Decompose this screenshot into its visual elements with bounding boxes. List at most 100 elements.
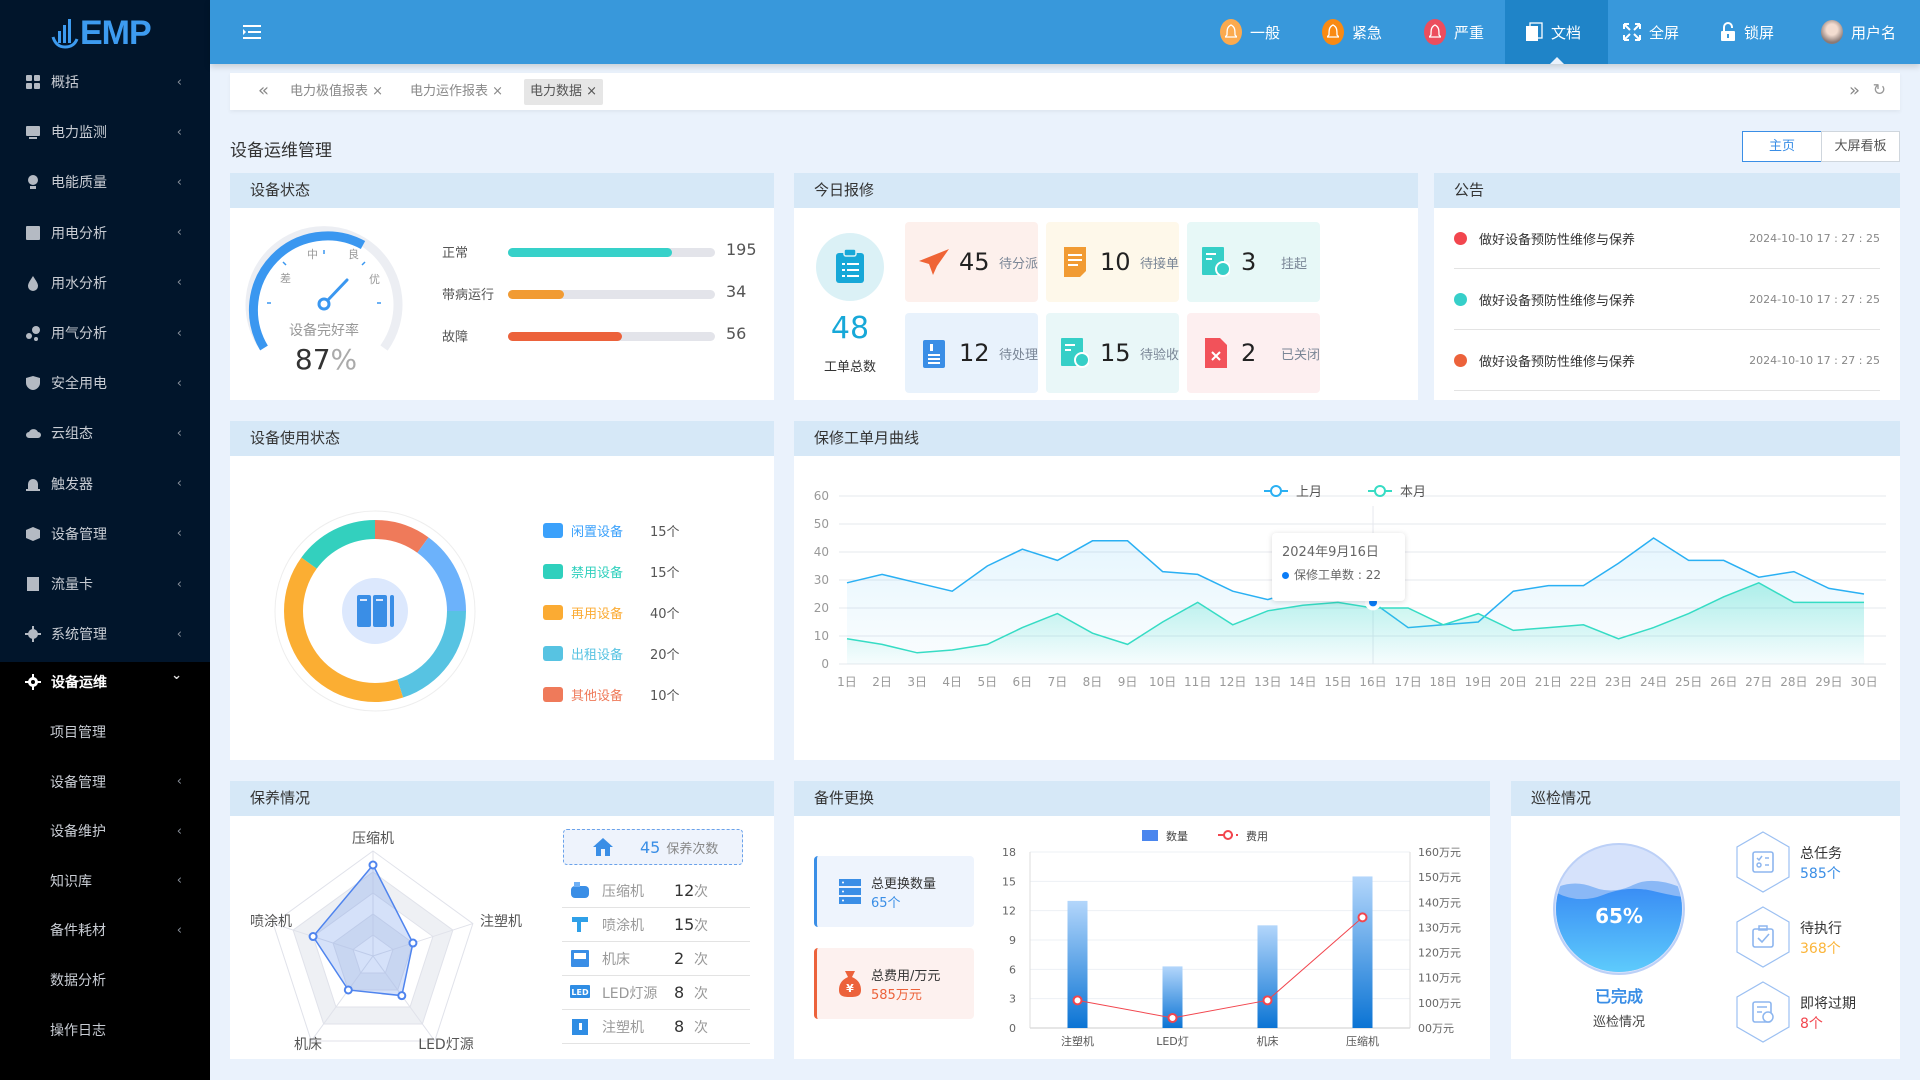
total-cost-value: 585万元 bbox=[871, 987, 922, 1003]
alert-general-button[interactable]: 一般 bbox=[1220, 0, 1280, 64]
scroll-left-icon[interactable]: « bbox=[258, 80, 270, 101]
sidebar-subitem[interactable]: 操作日志 bbox=[0, 1010, 210, 1050]
bar bbox=[1162, 966, 1183, 1028]
repair-status-label: 挂起 bbox=[1281, 256, 1308, 272]
equipment-name: LED灯源 bbox=[602, 985, 658, 1002]
legend-item[interactable]: 再用设备 40个 bbox=[543, 603, 680, 622]
sidebar-subitem[interactable]: 项目管理 bbox=[0, 712, 210, 752]
notice-item[interactable]: 做好设备预防性维修与保养 2024-10-10 17 : 27 : 25 bbox=[1454, 269, 1880, 330]
patrol-stat: 待执行 368个 bbox=[1800, 918, 1842, 958]
gauge-label-poor: 差 bbox=[280, 271, 291, 285]
notice-panel: 公告 做好设备预防性维修与保养 2024-10-10 17 : 27 : 25 做好… bbox=[1434, 173, 1900, 400]
x-tick-label: 27日 bbox=[1745, 675, 1772, 689]
home-view-button[interactable]: 主页 bbox=[1742, 131, 1822, 162]
repair-status-card[interactable]: 10 待接单 bbox=[1046, 222, 1179, 302]
sidebar-item[interactable]: 用气分析 ‹ bbox=[0, 313, 210, 353]
documents-icon bbox=[1526, 22, 1543, 41]
status-value: 56 bbox=[726, 324, 747, 343]
y2-tick-label: 120万元 bbox=[1418, 947, 1461, 960]
completion-liquid-gauge: 65% bbox=[1553, 843, 1685, 975]
bigscreen-view-button[interactable]: 大屏看板 bbox=[1821, 131, 1900, 162]
maintenance-count: 12 bbox=[674, 881, 695, 900]
donut-slice bbox=[397, 611, 466, 698]
sidebar-item[interactable]: 电力监测 ‹ bbox=[0, 112, 210, 152]
sidebar-item[interactable]: 设备管理 ‹ bbox=[0, 514, 210, 554]
menu-toggle-button[interactable] bbox=[243, 0, 267, 64]
alert-urgent-button[interactable]: 紧急 bbox=[1322, 0, 1382, 64]
logo-chart-icon bbox=[51, 19, 79, 49]
sidebar-item-active[interactable]: 设备运维 ⌄ bbox=[0, 662, 210, 702]
tab-item[interactable]: 电力数据 × bbox=[524, 79, 604, 105]
maintenance-unit: 次 bbox=[694, 985, 708, 1002]
repair-status-card[interactable]: 45 待分派 bbox=[905, 222, 1038, 302]
scroll-right-icon[interactable]: » bbox=[1848, 80, 1860, 101]
total-replacement-card: 总更换数量 65个 bbox=[814, 856, 974, 927]
sidebar-item[interactable]: 电能质量 ‹ bbox=[0, 162, 210, 202]
sidebar-item[interactable]: 概括 ‹ bbox=[0, 62, 210, 102]
x-tick-label: 6日 bbox=[1013, 675, 1033, 689]
notice-text: 做好设备预防性维修与保养 bbox=[1479, 232, 1636, 248]
sidebar-item[interactable]: 云组态 ‹ bbox=[0, 413, 210, 453]
fullscreen-button[interactable]: 全屏 bbox=[1623, 0, 1679, 64]
maintenance-row: 喷涂机 15 次 bbox=[562, 908, 750, 942]
docs-button[interactable]: 文档 bbox=[1505, 0, 1608, 64]
legend-item[interactable]: 其他设备 10个 bbox=[543, 685, 680, 704]
tab-item[interactable]: 电力极值报表 × bbox=[284, 79, 389, 105]
server-stack-icon bbox=[839, 878, 861, 904]
repair-status-card[interactable]: 15 待验收 bbox=[1046, 313, 1179, 393]
alert-severe-button[interactable]: 严重 bbox=[1424, 0, 1484, 64]
sidebar-item[interactable]: 触发器 ‹ bbox=[0, 464, 210, 504]
gauge-needle bbox=[325, 278, 349, 303]
sidebar-item[interactable]: 用电分析 ‹ bbox=[0, 213, 210, 253]
sidebar-subitem[interactable]: 设备维护 ‹ bbox=[0, 811, 210, 851]
badge-label: 保养次数 bbox=[666, 841, 719, 857]
notice-item[interactable]: 做好设备预防性维修与保养 2024-10-10 17 : 27 : 25 bbox=[1454, 208, 1880, 269]
user-menu[interactable]: 用户名 bbox=[1821, 0, 1896, 64]
status-bar-fill bbox=[508, 290, 564, 299]
sidebar-subitem[interactable]: 知识库 ‹ bbox=[0, 861, 210, 901]
sidebar-item[interactable]: 用水分析 ‹ bbox=[0, 263, 210, 303]
page-title: 设备运维管理 bbox=[230, 141, 332, 161]
lock-screen-button[interactable]: 锁屏 bbox=[1720, 0, 1774, 64]
panel-title: 备件更换 bbox=[794, 781, 1490, 816]
sidebar-item[interactable]: 流量卡 ‹ bbox=[0, 564, 210, 604]
radar-indicator-label: 注塑机 bbox=[480, 914, 522, 930]
sidebar-subitem[interactable]: 设备管理 ‹ bbox=[0, 762, 210, 802]
repair-status-card[interactable]: 3 挂起 bbox=[1187, 222, 1320, 302]
repair-curve-panel: 保修工单月曲线 0 10 20 30 40 50 60 1日 2日 3日 4日 5日 6日 7日 8日 9日 1… bbox=[794, 421, 1900, 760]
refresh-icon[interactable]: ↻ bbox=[1872, 80, 1886, 99]
sim-card-icon bbox=[25, 576, 41, 592]
radar-indicator-label: LED灯源 bbox=[418, 1037, 473, 1053]
sidebar-subitem[interactable]: 数据分析 bbox=[0, 960, 210, 1000]
close-icon[interactable]: × bbox=[488, 84, 504, 99]
tab-item[interactable]: 电力运作报表 × bbox=[404, 79, 509, 105]
legend-marker bbox=[1270, 485, 1282, 497]
repair-status-card[interactable]: 12 待处理 bbox=[905, 313, 1038, 393]
close-icon[interactable]: × bbox=[582, 84, 598, 99]
gauge-label-medium: 中 bbox=[307, 248, 318, 261]
repair-count: 2 bbox=[1241, 339, 1257, 367]
status-bar-track bbox=[508, 248, 715, 257]
y-tick-label: 6 bbox=[1009, 963, 1016, 976]
x-tick-label: 24日 bbox=[1640, 675, 1667, 689]
legend-item[interactable]: 出租设备 20个 bbox=[543, 644, 680, 663]
sidebar-subitem[interactable]: 备件耗材 ‹ bbox=[0, 910, 210, 950]
notice-item[interactable]: 做好设备预防性维修与保养 2024-10-10 17 : 27 : 25 bbox=[1454, 330, 1880, 391]
legend-item[interactable]: 禁用设备 15个 bbox=[543, 562, 680, 581]
sidebar-subitem-label: 操作日志 bbox=[50, 1022, 106, 1039]
shield-icon bbox=[25, 375, 41, 391]
sidebar-item[interactable]: 安全用电 ‹ bbox=[0, 363, 210, 403]
close-icon[interactable]: × bbox=[368, 84, 384, 99]
legend-item[interactable]: 闲置设备 15个 bbox=[543, 521, 680, 540]
app-logo[interactable]: EMP bbox=[50, 12, 152, 54]
sidebar-item-label: 设备管理 bbox=[51, 526, 107, 543]
x-tick-label: 注塑机 bbox=[1061, 1034, 1094, 1048]
sidebar-item[interactable]: 系统管理 ‹ bbox=[0, 614, 210, 654]
maintenance-count: 2 bbox=[674, 949, 685, 968]
y-tick-label: 0 bbox=[821, 657, 829, 671]
gauge-label-excellent: 优 bbox=[369, 273, 380, 286]
repair-status-card[interactable]: 2 已关闭 bbox=[1187, 313, 1320, 393]
y-tick-label: 12 bbox=[1002, 905, 1016, 918]
y2-tick-label: 110万元 bbox=[1418, 972, 1461, 985]
